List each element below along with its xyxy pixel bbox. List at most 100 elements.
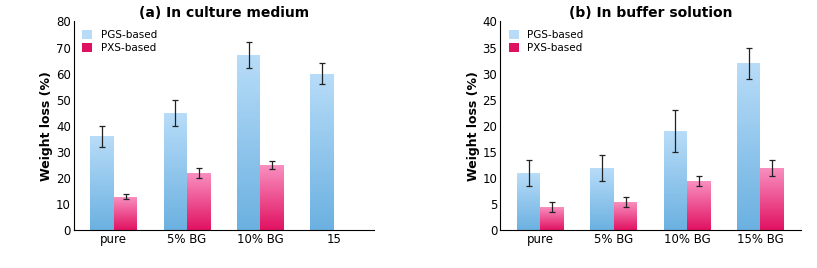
Bar: [310, 100, 333, 101]
Bar: [310, 201, 333, 202]
Bar: [517, 195, 541, 196]
Bar: [761, 227, 784, 228]
Bar: [737, 127, 761, 128]
Bar: [163, 165, 187, 166]
Bar: [517, 229, 541, 230]
Bar: [663, 165, 687, 166]
Bar: [237, 63, 261, 64]
Bar: [237, 123, 261, 124]
Bar: [663, 132, 687, 133]
Bar: [761, 204, 784, 205]
Bar: [310, 78, 333, 79]
Bar: [187, 180, 211, 181]
Bar: [591, 186, 614, 187]
Bar: [237, 91, 261, 92]
Bar: [737, 76, 761, 77]
Bar: [163, 185, 187, 186]
Bar: [737, 157, 761, 158]
Bar: [663, 139, 687, 140]
Bar: [261, 184, 283, 185]
Bar: [237, 71, 261, 72]
Bar: [761, 205, 784, 206]
Bar: [737, 165, 761, 166]
Bar: [517, 225, 541, 226]
Bar: [237, 190, 261, 191]
Bar: [163, 180, 187, 181]
Bar: [663, 222, 687, 223]
Bar: [737, 218, 761, 219]
Bar: [163, 115, 187, 116]
Bar: [237, 192, 261, 193]
Bar: [91, 180, 114, 181]
Bar: [91, 222, 114, 223]
Bar: [91, 145, 114, 146]
Bar: [91, 215, 114, 216]
Bar: [737, 222, 761, 223]
Bar: [237, 178, 261, 179]
Bar: [310, 220, 333, 221]
Bar: [163, 218, 187, 219]
Bar: [261, 223, 283, 224]
Bar: [310, 119, 333, 120]
Bar: [310, 204, 333, 205]
Bar: [737, 145, 761, 146]
Bar: [237, 78, 261, 79]
Bar: [663, 151, 687, 152]
Bar: [163, 138, 187, 139]
Bar: [163, 188, 187, 189]
Bar: [761, 219, 784, 220]
Bar: [663, 140, 687, 141]
Bar: [163, 210, 187, 211]
Bar: [187, 222, 211, 223]
Bar: [737, 131, 761, 132]
Bar: [591, 176, 614, 177]
Bar: [237, 100, 261, 101]
Bar: [310, 74, 333, 75]
Bar: [517, 202, 541, 203]
Bar: [737, 116, 761, 117]
Bar: [517, 191, 541, 192]
Bar: [517, 220, 541, 221]
Bar: [261, 175, 283, 176]
Bar: [261, 170, 283, 171]
Bar: [310, 84, 333, 85]
Bar: [737, 112, 761, 113]
Bar: [310, 205, 333, 206]
Bar: [517, 182, 541, 183]
Bar: [737, 162, 761, 163]
Bar: [261, 187, 283, 188]
Bar: [310, 193, 333, 194]
Bar: [737, 104, 761, 105]
Bar: [310, 149, 333, 150]
Bar: [163, 179, 187, 180]
Bar: [237, 145, 261, 146]
Bar: [663, 152, 687, 153]
Bar: [237, 186, 261, 187]
Bar: [237, 132, 261, 133]
Bar: [310, 112, 333, 113]
Bar: [737, 217, 761, 218]
Bar: [310, 132, 333, 133]
Bar: [187, 226, 211, 227]
Bar: [91, 185, 114, 186]
Bar: [163, 175, 187, 176]
Bar: [310, 214, 333, 215]
Bar: [187, 201, 211, 202]
Bar: [261, 183, 283, 184]
Bar: [737, 99, 761, 100]
Bar: [310, 219, 333, 220]
Bar: [163, 132, 187, 133]
Bar: [737, 199, 761, 200]
Bar: [761, 198, 784, 199]
Bar: [737, 124, 761, 125]
Bar: [237, 117, 261, 118]
Bar: [310, 138, 333, 139]
Bar: [663, 221, 687, 222]
Bar: [91, 141, 114, 142]
Bar: [310, 123, 333, 124]
Bar: [187, 214, 211, 215]
Bar: [91, 225, 114, 226]
Bar: [737, 171, 761, 172]
Bar: [310, 95, 333, 96]
Bar: [261, 168, 283, 169]
